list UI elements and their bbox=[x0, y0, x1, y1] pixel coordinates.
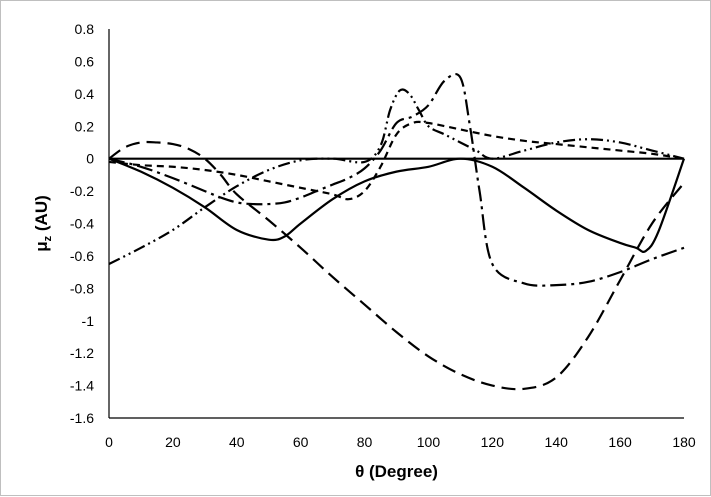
x-tick-label: 160 bbox=[608, 434, 632, 450]
x-tick-label: 0 bbox=[105, 434, 113, 450]
series-layer bbox=[108, 73, 686, 391]
y-axis-title-unit: (AU) bbox=[32, 195, 51, 236]
x-tick-label: 140 bbox=[545, 434, 569, 450]
y-tick-label: 0.8 bbox=[75, 21, 95, 37]
x-tick-labels: 0 20 40 60 80 100 120 140 160 180 bbox=[105, 434, 696, 450]
x-tick-label: 40 bbox=[229, 434, 245, 450]
series-line-5 bbox=[108, 88, 685, 266]
y-axis-title: μz (AU) bbox=[32, 195, 54, 252]
y-axis-title-symbol: μ bbox=[32, 241, 51, 251]
y-tick-label: -0.4 bbox=[70, 216, 94, 232]
y-tick-label: 0 bbox=[86, 151, 94, 167]
axes bbox=[108, 29, 684, 419]
series-line-2 bbox=[108, 140, 685, 391]
y-tick-label: 0.4 bbox=[75, 86, 95, 102]
y-tick-label: 0.6 bbox=[75, 53, 95, 69]
series-line-4 bbox=[108, 73, 685, 287]
y-tick-label: -1 bbox=[82, 313, 95, 329]
y-tick-label: -0.6 bbox=[70, 248, 94, 264]
y-tick-label: -0.8 bbox=[70, 280, 94, 296]
x-tick-label: 100 bbox=[417, 434, 441, 450]
y-tick-labels: 0.8 0.6 0.4 0.2 0 -0.2 -0.4 -0.6 -0.8 -1 -1.2 -1.4 -… bbox=[70, 21, 94, 426]
x-tick-label: 60 bbox=[293, 434, 309, 450]
x-tick-label: 80 bbox=[357, 434, 373, 450]
x-tick-label: 20 bbox=[165, 434, 181, 450]
series-line-3 bbox=[108, 120, 685, 201]
y-tick-label: -1.2 bbox=[70, 345, 94, 361]
y-tick-label: -0.2 bbox=[70, 183, 94, 199]
series-line-1 bbox=[108, 157, 686, 253]
x-tick-label: 120 bbox=[481, 434, 505, 450]
y-axis-title-subscript: z bbox=[42, 235, 54, 241]
x-axis-title: θ (Degree) bbox=[355, 462, 438, 481]
y-tick-label: -1.6 bbox=[70, 410, 94, 426]
y-tick-label: -1.4 bbox=[70, 378, 94, 394]
x-tick-label: 180 bbox=[672, 434, 696, 450]
y-tick-label: 0.2 bbox=[75, 118, 95, 134]
